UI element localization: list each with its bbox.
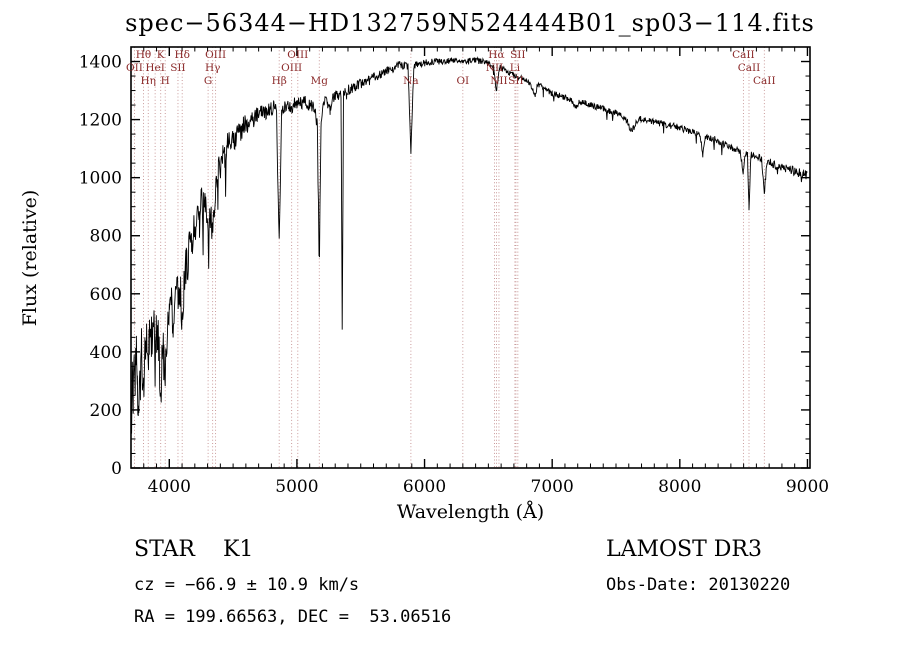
svg-text:H: H [161,75,170,87]
survey-release-text: LAMOST DR3 [606,537,762,562]
svg-text:4000: 4000 [148,477,191,497]
svg-text:8000: 8000 [658,477,701,497]
svg-text:1400: 1400 [79,53,122,73]
svg-text:5000: 5000 [275,477,318,497]
svg-text:NII: NII [490,75,507,87]
svg-text:CaII: CaII [738,62,761,74]
plot-title: spec−56344−HD132759N524444B01_sp03−114.f… [125,9,815,37]
obs-date-text: Obs-Date: 20130220 [606,575,791,595]
svg-text:OIII: OIII [287,49,308,61]
svg-text:Hα: Hα [488,49,504,61]
y-axis-label: Flux (relative) [19,189,41,327]
svg-text:Li: Li [510,62,521,74]
svg-text:Hβ: Hβ [272,75,287,87]
svg-text:OIII: OIII [205,49,226,61]
svg-text:Hη: Hη [141,75,156,87]
svg-text:7000: 7000 [531,477,574,497]
svg-text:NII: NII [486,62,503,74]
svg-text:9000: 9000 [786,477,829,497]
svg-text:400: 400 [90,343,122,363]
coordinates-text: RA = 199.66563, DEC = 53.06516 [134,607,452,627]
svg-text:800: 800 [90,227,122,247]
object-class-text: STAR K1 [134,537,254,562]
svg-text:OIII: OIII [281,62,302,74]
radial-velocity-text: cz = −66.9 ± 10.9 km/s [134,575,360,595]
svg-text:Hγ: Hγ [205,62,220,74]
svg-text:1200: 1200 [79,111,122,131]
svg-text:6000: 6000 [403,477,446,497]
svg-text:Hθ: Hθ [136,49,151,61]
svg-text:K: K [157,49,165,61]
svg-text:SII: SII [510,49,526,61]
svg-text:Hδ: Hδ [174,49,189,61]
svg-text:Na: Na [403,75,418,87]
svg-text:1000: 1000 [79,169,122,189]
svg-text:G: G [204,75,212,87]
svg-text:SII: SII [508,75,524,87]
svg-text:CaII: CaII [753,75,776,87]
svg-text:200: 200 [90,401,122,421]
svg-text:Mg: Mg [311,75,329,87]
svg-text:SII: SII [170,62,186,74]
svg-text:CaII: CaII [732,49,755,61]
svg-text:OII: OII [126,62,143,74]
svg-text:0: 0 [111,459,122,479]
x-axis-label: Wavelength (Å) [396,501,545,523]
svg-text:600: 600 [90,285,122,305]
svg-text:HeI: HeI [145,62,165,74]
svg-text:OI: OI [456,75,469,87]
